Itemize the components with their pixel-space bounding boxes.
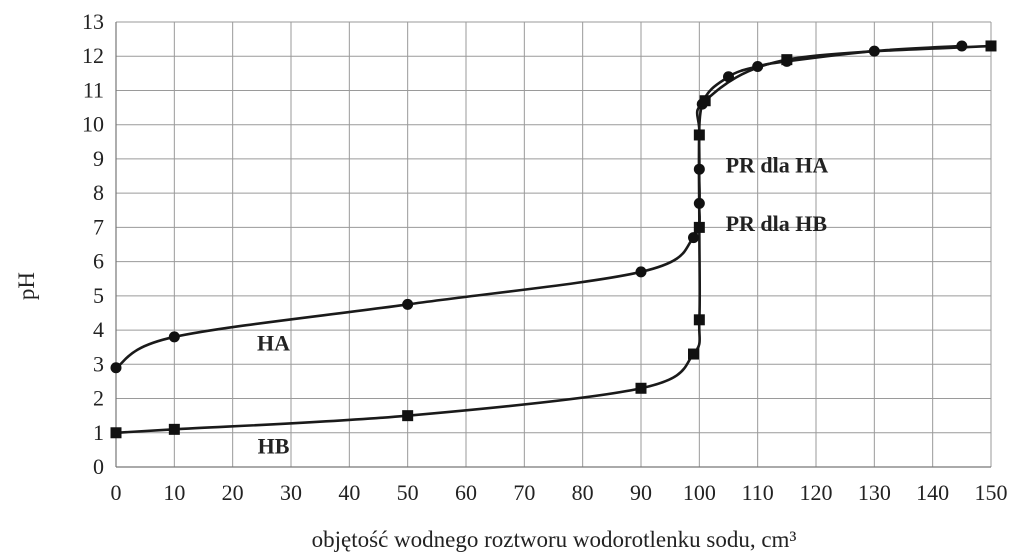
x-axis-title: objętość wodnego roztworu wodorotlenku s…: [312, 527, 797, 552]
y-tick-label: 13: [82, 9, 104, 34]
axes: [115, 22, 991, 468]
y-axis-title: pH: [14, 272, 39, 300]
x-tick-label: 60: [455, 480, 477, 505]
y-tick-label: 7: [93, 214, 104, 239]
y-tick-label: 11: [83, 77, 104, 102]
x-tick-label: 90: [630, 480, 652, 505]
x-tick-label: 10: [163, 480, 185, 505]
y-tick-label: 4: [93, 317, 104, 342]
y-tick-label: 3: [93, 351, 104, 376]
y-tick-label: 12: [82, 43, 104, 68]
tick-labels: 0 10 20 30 40 50 60 70 80 90 100 110 120 130 140 150012…: [82, 9, 1008, 505]
x-tick-label: 50: [397, 480, 419, 505]
x-tick-label: 140: [916, 480, 949, 505]
data-point-ha: [956, 40, 968, 52]
data-point-ha: [752, 61, 764, 72]
data-point-hb: [402, 410, 414, 422]
x-tick-label: 70: [513, 480, 535, 505]
x-tick-label: 30: [280, 480, 302, 505]
data-point-ha: [402, 298, 414, 310]
data-point-ha: [688, 232, 699, 244]
annotation-ha-label: HA: [257, 331, 290, 356]
x-tick-label: 20: [222, 480, 244, 505]
x-tick-label: 120: [800, 480, 833, 505]
data-point-ha: [635, 266, 647, 278]
x-tick-label: 150: [975, 480, 1008, 505]
data-point-hb: [688, 348, 699, 360]
data-point-hb: [168, 423, 180, 435]
data-point-hb: [693, 314, 705, 326]
y-tick-label: 9: [93, 146, 104, 171]
data-point-hb: [693, 129, 705, 141]
y-tick-label: 6: [93, 249, 104, 274]
data-point-hb: [985, 40, 997, 52]
data-point-ha: [693, 197, 705, 209]
data-point-ha: [868, 45, 880, 57]
x-tick-label: 100: [683, 480, 716, 505]
y-tick-label: 10: [82, 112, 104, 137]
data-point-ha: [168, 331, 180, 343]
data-markers: [110, 40, 997, 439]
annotation-pr-ha: PR dla HA: [726, 153, 829, 178]
data-point-ha: [723, 71, 734, 83]
x-tick-label: 80: [572, 480, 594, 505]
data-point-hb: [110, 427, 122, 439]
data-point-ha: [110, 362, 122, 374]
series-line-hb: [115, 44, 992, 435]
curves: [115, 44, 992, 435]
data-point-hb: [699, 95, 711, 107]
annotation-hb-label: HB: [258, 433, 290, 458]
y-tick-label: 1: [93, 420, 104, 445]
x-tick-label: 130: [858, 480, 891, 505]
annotations: HA HB PR dla HA PR dla HB: [257, 153, 828, 459]
series-line-ha: [115, 44, 962, 369]
data-point-hb: [693, 221, 705, 233]
gridlines: [115, 21, 992, 468]
y-tick-label: 2: [93, 386, 104, 411]
y-tick-label: 0: [93, 454, 104, 479]
data-point-hb: [781, 54, 793, 66]
x-tick-label: 110: [742, 480, 774, 505]
data-point-ha: [693, 163, 705, 175]
y-tick-label: 5: [93, 283, 104, 308]
x-tick-label: 40: [338, 480, 360, 505]
annotation-pr-hb: PR dla HB: [726, 211, 828, 236]
y-tick-label: 8: [93, 180, 104, 205]
data-point-hb: [635, 382, 647, 394]
x-tick-label: 0: [111, 480, 122, 505]
